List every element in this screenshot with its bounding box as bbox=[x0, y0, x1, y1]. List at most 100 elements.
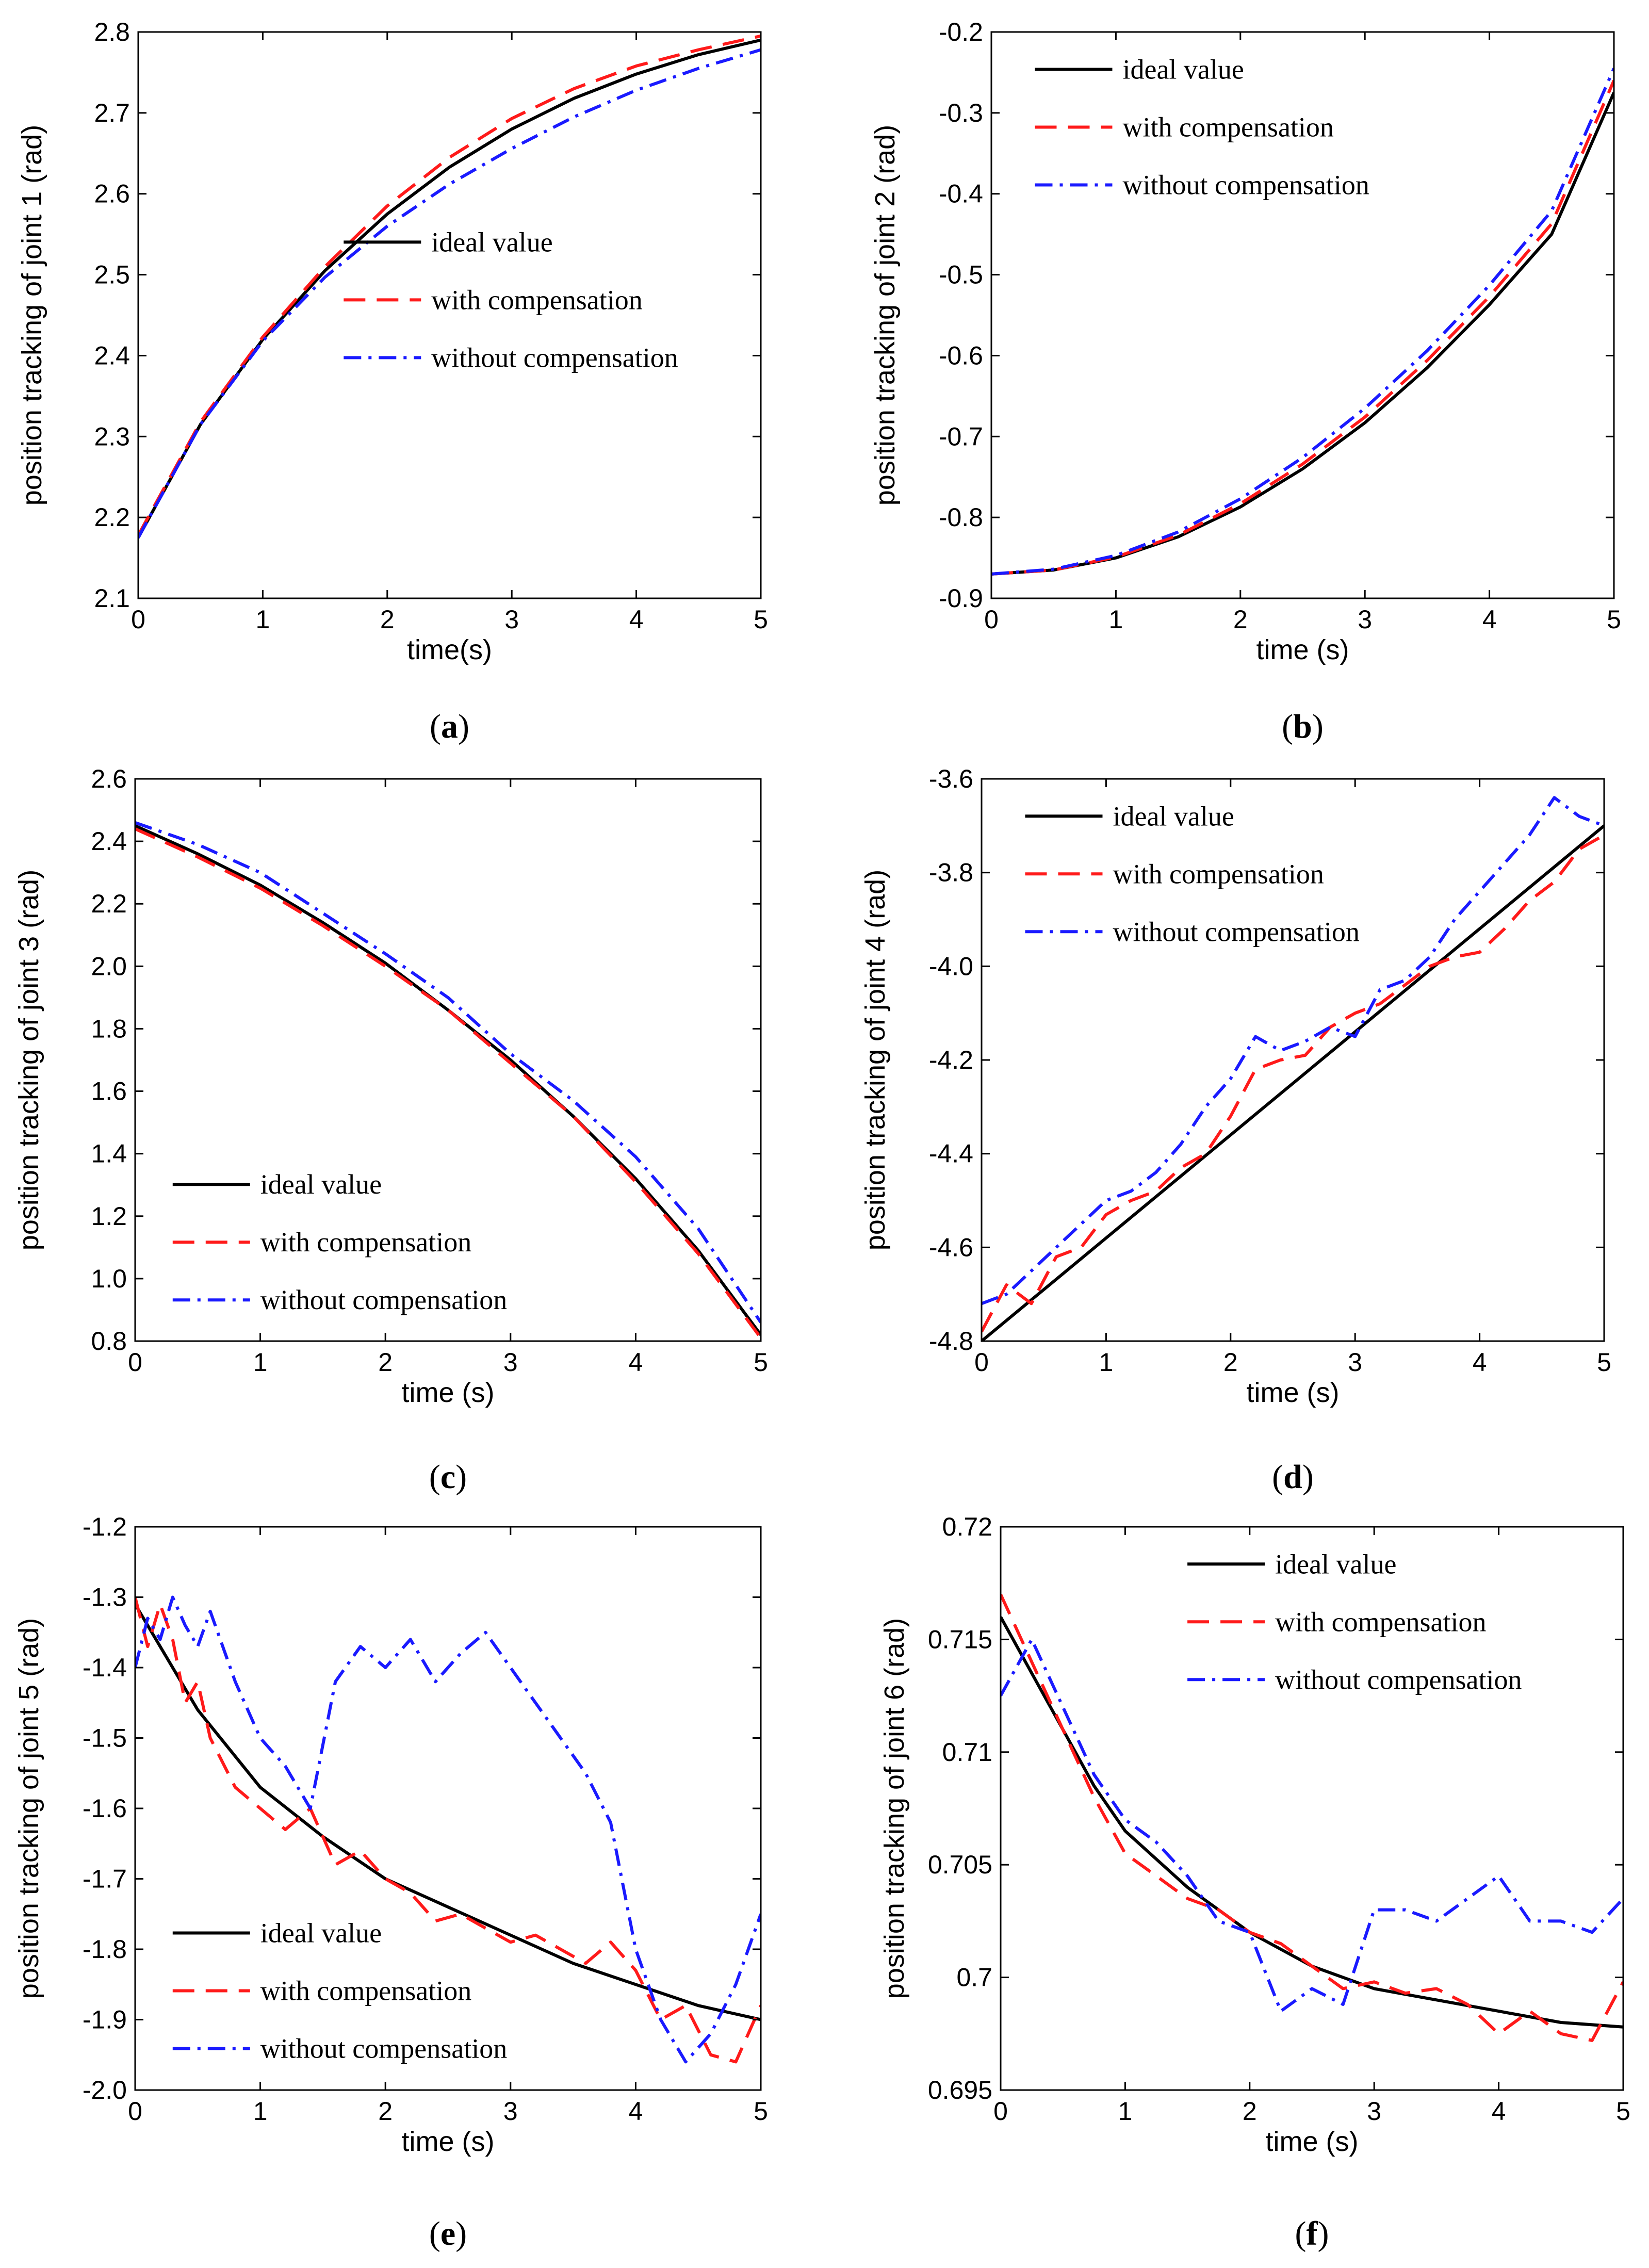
x-axis-title: time(s) bbox=[407, 634, 492, 665]
x-tick-label: 0 bbox=[131, 605, 145, 634]
legend-label-ideal: ideal value bbox=[431, 226, 552, 257]
legend-d: ideal value with compensation without comp… bbox=[1025, 801, 1360, 947]
x-tick-label: 0 bbox=[128, 2097, 142, 2126]
x-tick-label: 1 bbox=[253, 2097, 268, 2126]
y-tick-label: -0.6 bbox=[939, 341, 983, 370]
panel-caption-d: (d) bbox=[1272, 1458, 1314, 1496]
legend-label-with: with compensation bbox=[1113, 858, 1324, 889]
y-tick-label: -4.6 bbox=[929, 1233, 973, 1262]
chart-panel-d: 0 1 2 3 4 5 -4.8 -4.6 -4.4 -4.2 -4.0 -3.8 -3.6 time (… bbox=[860, 764, 1611, 1496]
y-tick-label: 0.72 bbox=[942, 1512, 992, 1541]
y-tick-label: -4.2 bbox=[929, 1046, 973, 1074]
y-tick-label: 2.8 bbox=[94, 18, 130, 46]
x-tick-label: 1 bbox=[253, 1348, 268, 1377]
legend-label-without: without compensation bbox=[431, 342, 678, 373]
y-tick-label: -0.5 bbox=[939, 260, 983, 289]
panel-caption-f: (f) bbox=[1295, 2215, 1329, 2253]
y-tick-label: -1.9 bbox=[83, 2005, 127, 2034]
legend-label-with: with compensation bbox=[260, 1976, 471, 2006]
y-tick-label: -0.8 bbox=[939, 503, 983, 532]
y-tick-label: 2.6 bbox=[91, 764, 127, 793]
y-tick-label: -1.4 bbox=[83, 1653, 127, 1682]
x-tick-label: 5 bbox=[1607, 605, 1621, 634]
x-tick-label: 2 bbox=[1223, 1348, 1238, 1377]
caption-paren-open: ( bbox=[1272, 1458, 1283, 1496]
y-axis-title: position tracking of joint 1 (rad) bbox=[17, 125, 47, 505]
y-axis-title: position tracking of joint 2 (rad) bbox=[870, 125, 901, 505]
series-line-without-c bbox=[135, 821, 761, 1324]
y-tick-label: 0.71 bbox=[942, 1738, 992, 1767]
x-tick-label: 2 bbox=[378, 2097, 393, 2126]
y-tick-label: -1.5 bbox=[83, 1724, 127, 1753]
y-tick-label: 2.4 bbox=[91, 827, 127, 856]
caption-paren-close: ) bbox=[458, 708, 469, 745]
legend-label-ideal: ideal value bbox=[260, 1169, 382, 1200]
caption-letter: f bbox=[1307, 2215, 1318, 2253]
legend-label-without: without compensation bbox=[1275, 1664, 1522, 1695]
series-line-with-e bbox=[135, 1596, 761, 2064]
y-tick-label: 2.7 bbox=[94, 99, 130, 127]
caption-paren-close: ) bbox=[455, 2215, 467, 2253]
legend-f: ideal value with compensation without comp… bbox=[1187, 1548, 1522, 1695]
y-tick-label: 1.4 bbox=[91, 1139, 127, 1168]
y-tick-label: 2.5 bbox=[94, 260, 130, 289]
y-tick-label: 2.1 bbox=[94, 584, 130, 613]
y-axis-title: position tracking of joint 3 (rad) bbox=[13, 870, 44, 1250]
series-line-ideal-c bbox=[135, 824, 761, 1336]
x-tick-label: 3 bbox=[503, 2097, 518, 2126]
series-line-ideal-d bbox=[982, 824, 1604, 1341]
caption-paren-close: ) bbox=[1317, 2215, 1329, 2253]
x-tick-label: 5 bbox=[754, 605, 768, 634]
caption-letter: e bbox=[440, 2215, 455, 2253]
legend-label-without: without compensation bbox=[1113, 916, 1359, 947]
chart-panel-b: 0 1 2 3 4 5 -0.9 -0.8 -0.7 -0.6 -0.5 -0.4 -0.3 -0.2 ti… bbox=[870, 18, 1621, 745]
legend-label-without: without compensation bbox=[260, 2033, 507, 2064]
plot-frame-a bbox=[137, 31, 762, 599]
legend-label-with: with compensation bbox=[431, 284, 642, 315]
legend-label-with: with compensation bbox=[1122, 111, 1333, 142]
series-line-without-a bbox=[138, 48, 761, 539]
y-tick-label: -1.3 bbox=[83, 1583, 127, 1612]
y-tick-label: -1.8 bbox=[83, 1935, 127, 1964]
x-tick-label: 3 bbox=[1367, 2097, 1381, 2126]
y-tick-label: -2.0 bbox=[83, 2076, 127, 2104]
legend-label-without: without compensation bbox=[260, 1284, 507, 1315]
x-tick-label: 5 bbox=[754, 1348, 768, 1377]
caption-letter: a bbox=[441, 708, 458, 745]
y-tick-label: -0.9 bbox=[939, 584, 983, 613]
caption-paren-open: ( bbox=[1282, 708, 1293, 745]
y-tick-label: 2.4 bbox=[94, 341, 130, 370]
caption-paren-open: ( bbox=[429, 1458, 440, 1496]
y-tick-label: 0.695 bbox=[928, 2076, 992, 2104]
y-tick-label: -3.6 bbox=[929, 764, 973, 793]
x-tick-label: 4 bbox=[1482, 605, 1497, 634]
y-tick-label: 0.8 bbox=[91, 1327, 127, 1356]
panel-caption-c: (c) bbox=[429, 1458, 467, 1496]
x-tick-label: 3 bbox=[1348, 1348, 1362, 1377]
series-line-ideal-b bbox=[991, 92, 1614, 576]
chart-panel-a: 0 1 2 3 4 5 2.1 2.2 2.3 2.4 2.5 2.6 2.7 2.8 time(s) pos… bbox=[17, 18, 768, 745]
caption-paren-close: ) bbox=[1302, 1458, 1314, 1496]
x-tick-label: 5 bbox=[754, 2097, 768, 2126]
chart-panel-e: 0 1 2 3 4 5 -2.0 -1.9 -1.8 -1.7 -1.6 -1.5 -1.4 -1.3 -1… bbox=[13, 1512, 768, 2253]
series-line-with-b bbox=[991, 79, 1614, 576]
caption-letter: b bbox=[1293, 708, 1312, 745]
y-tick-label: -1.7 bbox=[83, 1865, 127, 1894]
x-tick-label: 1 bbox=[1118, 2097, 1132, 2126]
legend-e: ideal value with compensation without comp… bbox=[172, 1918, 507, 2064]
x-tick-label: 2 bbox=[1233, 605, 1248, 634]
x-axis-title: time (s) bbox=[402, 1377, 495, 1408]
x-tick-label: 0 bbox=[984, 605, 999, 634]
caption-paren-open: ( bbox=[1295, 2215, 1307, 2253]
y-axis-title: position tracking of joint 6 (rad) bbox=[879, 1618, 910, 1999]
caption-letter: c bbox=[440, 1458, 455, 1496]
series-line-with-f bbox=[1001, 1593, 1623, 2042]
legend-label-without: without compensation bbox=[1122, 169, 1369, 200]
legend-label-ideal: ideal value bbox=[1275, 1548, 1396, 1579]
series-line-with-c bbox=[135, 827, 761, 1339]
legend-label-ideal: ideal value bbox=[1113, 801, 1234, 831]
legend-label-with: with compensation bbox=[1275, 1606, 1486, 1637]
chart-panel-f: 0 1 2 3 4 5 0.695 0.7 0.705 0.71 0.715 0.72 time (s)… bbox=[879, 1512, 1630, 2253]
panel-caption-e: (e) bbox=[429, 2215, 467, 2253]
